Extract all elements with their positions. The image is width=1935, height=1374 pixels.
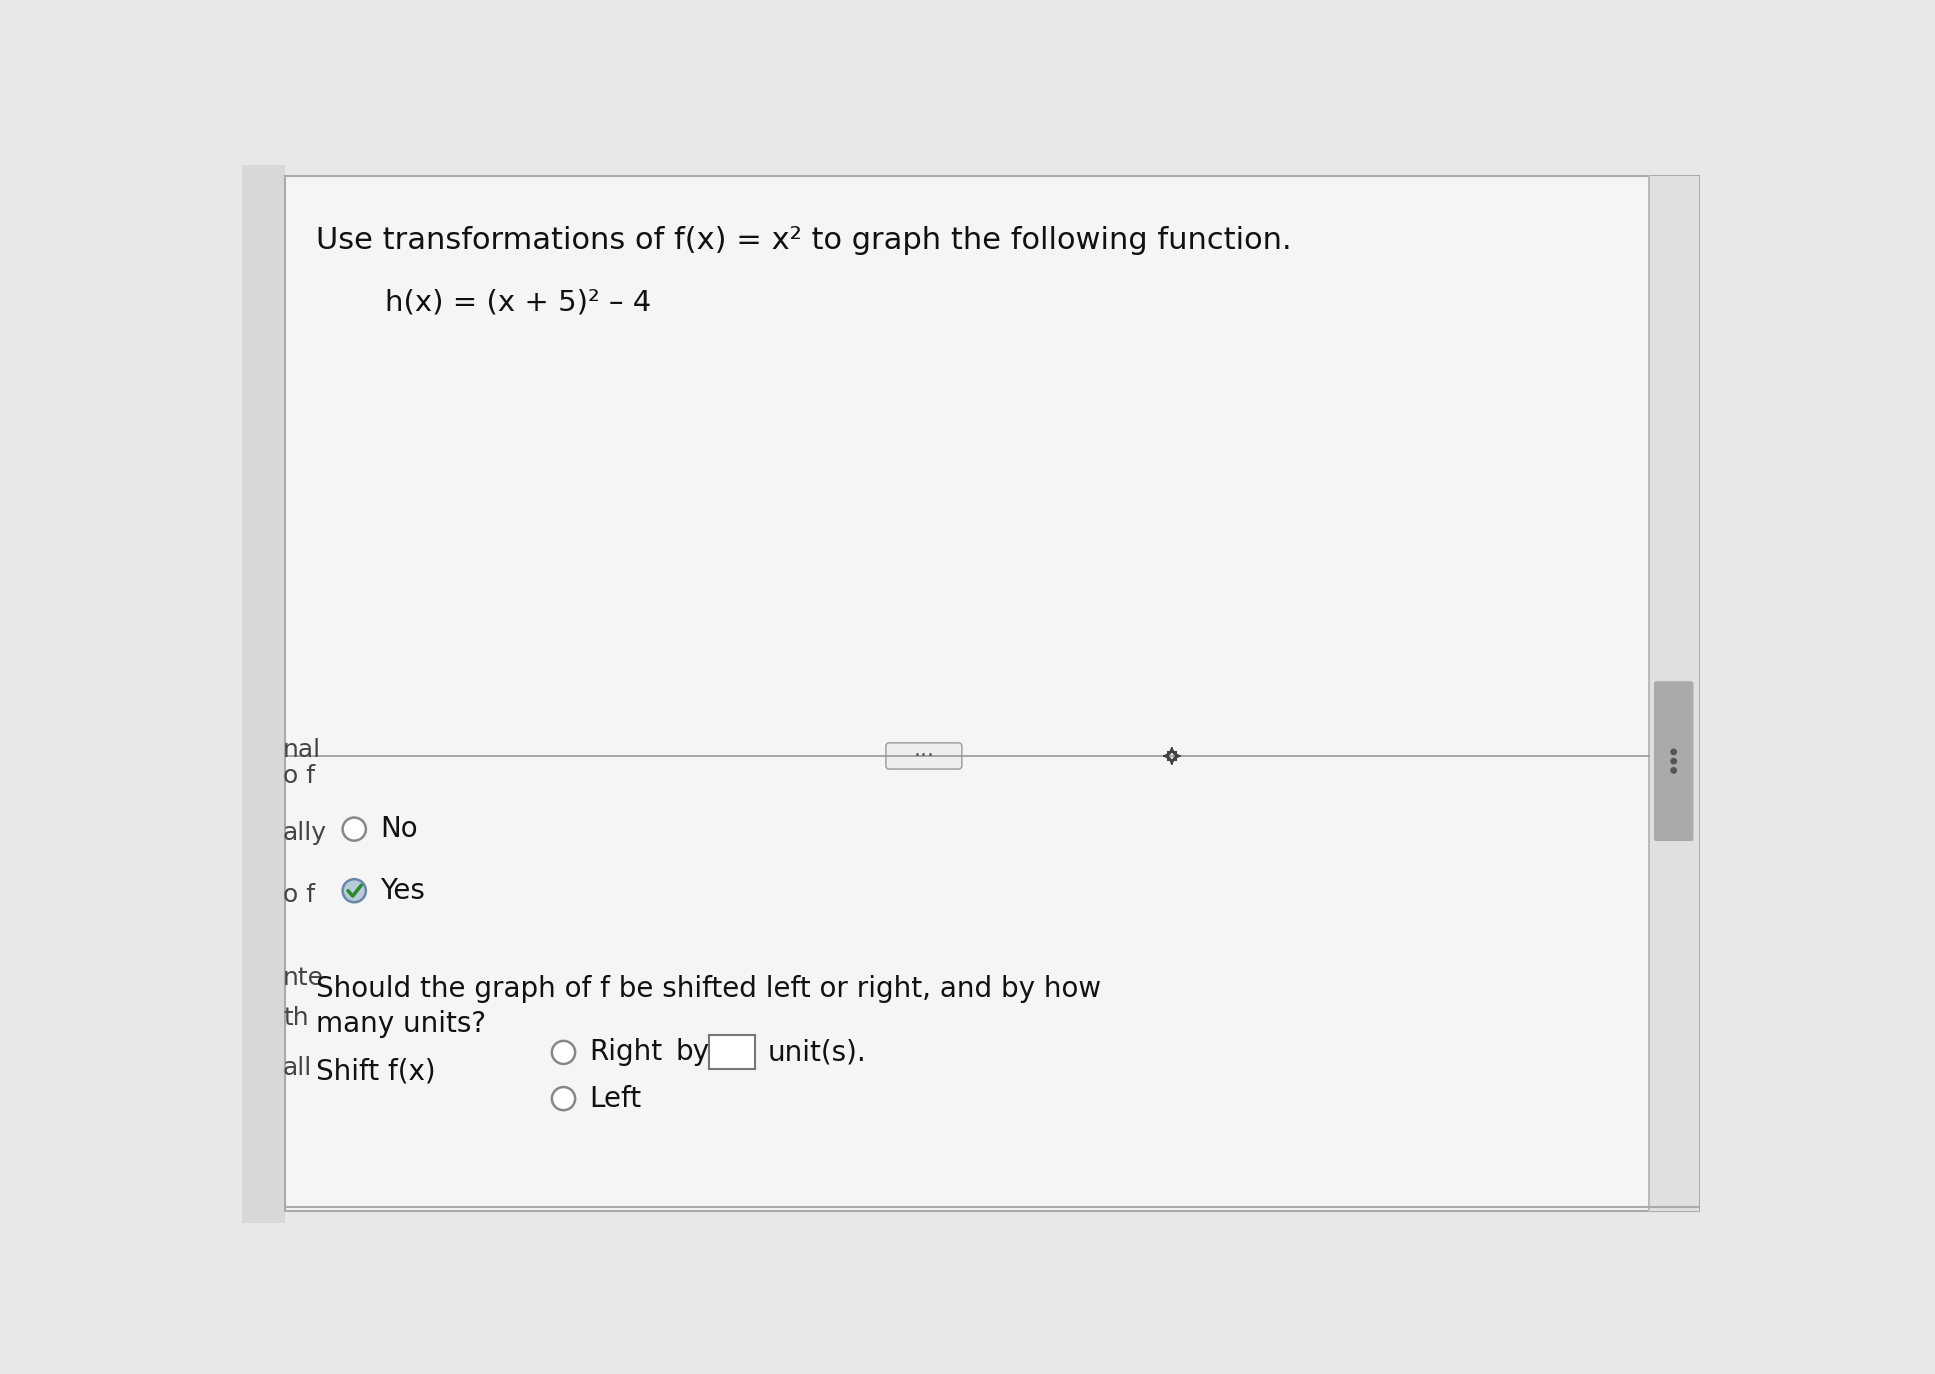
FancyBboxPatch shape — [242, 165, 284, 1223]
Circle shape — [1672, 749, 1676, 754]
Circle shape — [342, 879, 366, 903]
Text: ally: ally — [283, 822, 327, 845]
Text: nal: nal — [283, 738, 321, 761]
Circle shape — [551, 1087, 575, 1110]
Text: ···: ··· — [913, 746, 935, 765]
Text: No: No — [379, 815, 418, 844]
Text: unit(s).: unit(s). — [768, 1039, 867, 1066]
Circle shape — [1672, 768, 1676, 774]
Text: all: all — [283, 1057, 312, 1080]
Text: Yes: Yes — [379, 877, 424, 904]
Text: o f: o f — [283, 883, 315, 907]
Text: Shift f(x): Shift f(x) — [315, 1058, 435, 1085]
Circle shape — [342, 818, 366, 841]
FancyBboxPatch shape — [1654, 682, 1693, 841]
Text: many units?: many units? — [315, 1010, 486, 1039]
Text: Should the graph of f be shifted left or right, and by how: Should the graph of f be shifted left or… — [315, 976, 1101, 1003]
Text: nte: nte — [283, 966, 323, 991]
Text: h(x) = (x + 5)² – 4: h(x) = (x + 5)² – 4 — [385, 289, 652, 316]
FancyBboxPatch shape — [284, 176, 1699, 1212]
Text: Use transformations of f(x) = x² to graph the following function.: Use transformations of f(x) = x² to grap… — [315, 227, 1291, 256]
FancyBboxPatch shape — [886, 743, 962, 769]
FancyBboxPatch shape — [710, 1036, 755, 1069]
Text: Right: Right — [588, 1039, 662, 1066]
Text: th: th — [283, 1006, 308, 1030]
Circle shape — [1672, 758, 1676, 764]
Text: Left: Left — [588, 1084, 640, 1113]
Text: by: by — [675, 1039, 710, 1066]
Circle shape — [551, 1041, 575, 1063]
FancyBboxPatch shape — [1649, 176, 1699, 1212]
Text: o f: o f — [283, 764, 315, 787]
